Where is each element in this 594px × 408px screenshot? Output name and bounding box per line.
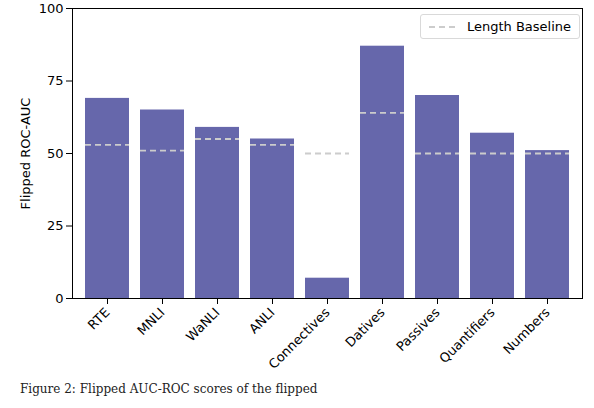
html-text:Length Baseline: Length Baseline: [466, 19, 571, 34]
svg-text:0: 0: [55, 291, 63, 306]
svg-text:Numbers: Numbers: [500, 305, 552, 357]
svg-text:50: 50: [47, 146, 64, 161]
svg-text:WaNLI: WaNLI: [183, 305, 222, 344]
svg-text:Passives: Passives: [393, 305, 443, 355]
svg-text:Datives: Datives: [342, 305, 388, 351]
html-text:Figure 2: Flipped AUC-ROC scor: Figure 2: Flipped AUC-ROC scores of the …: [20, 382, 318, 396]
svg-text:25: 25: [47, 218, 64, 233]
svg-text:75: 75: [47, 73, 64, 88]
svg-text:ANLI: ANLI: [246, 305, 278, 337]
svg-text:100: 100: [39, 1, 64, 16]
svg-text:Connectives: Connectives: [266, 305, 333, 372]
svg-text:Quantifiers: Quantifiers: [436, 305, 497, 366]
svg-text:Flipped ROC-AUC: Flipped ROC-AUC: [18, 98, 33, 210]
svg-text:MNLI: MNLI: [134, 305, 167, 338]
svg-text:RTE: RTE: [85, 305, 113, 333]
